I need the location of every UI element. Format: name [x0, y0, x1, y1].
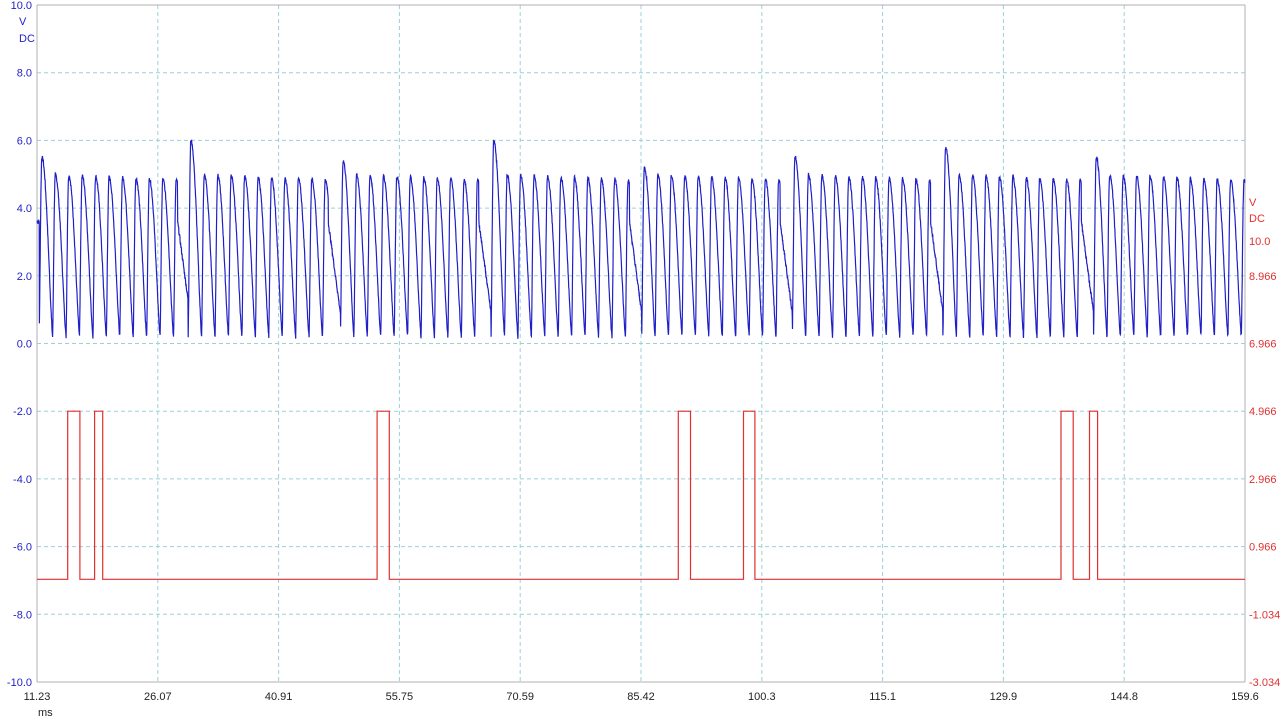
- right-tick-label: -1.034: [1249, 609, 1280, 621]
- left-tick-label: 4.0: [17, 203, 32, 215]
- left-tick-label: 0.0: [17, 339, 32, 351]
- left-unit-label: V: [19, 16, 27, 28]
- x-tick-label: 100.3: [748, 691, 776, 703]
- x-tick-label: 159.6: [1231, 691, 1259, 703]
- right-tick-label: 2.966: [1249, 474, 1277, 486]
- right-tick-label: 4.966: [1249, 406, 1277, 418]
- right-tick-label: 8.966: [1249, 271, 1277, 283]
- left-axis-labels: 10.0 8.0 6.0 4.0 2.0 0.0 -2.0 -4.0 -6.0 -8.0 -10.0…: [7, 0, 35, 689]
- x-tick-label: 129.9: [990, 691, 1018, 703]
- x-unit-label: ms: [38, 707, 53, 719]
- left-tick-label: 6.0: [17, 135, 32, 147]
- left-tick-label: -8.0: [13, 609, 32, 621]
- left-tick-label: -10.0: [7, 677, 32, 689]
- left-tick-label: 8.0: [17, 68, 32, 80]
- left-tick-label: 2.0: [17, 271, 32, 283]
- right-coupling-label: DC: [1249, 213, 1265, 225]
- right-tick-label: -3.034: [1249, 677, 1280, 689]
- x-tick-label: 85.42: [627, 691, 655, 703]
- x-tick-label: 26.07: [144, 691, 172, 703]
- left-tick-label: -6.0: [13, 542, 32, 554]
- left-tick-label: 10.0: [11, 0, 32, 12]
- right-tick-label: 10.0: [1249, 236, 1270, 248]
- right-unit-label: V: [1249, 197, 1257, 209]
- right-axis-labels: 10.0 8.966 6.966 4.966 2.966 0.966 -1.034 -3.03…: [1249, 197, 1280, 689]
- channel-a-trace: [36, 139, 1246, 339]
- x-axis-labels: 11.23 26.07 40.91 55.75 70.59 85.42 100.3 115.1…: [24, 691, 1259, 719]
- right-tick-label: 0.966: [1249, 542, 1277, 554]
- x-tick-label: 115.1: [869, 691, 896, 703]
- x-tick-label: 40.91: [265, 691, 293, 703]
- right-tick-label: 6.966: [1249, 339, 1277, 351]
- grid-lines: [36, 4, 1246, 683]
- left-tick-label: -2.0: [13, 406, 32, 418]
- left-coupling-label: DC: [19, 33, 35, 45]
- x-tick-label: 11.23: [24, 691, 51, 703]
- x-tick-label: 144.8: [1110, 691, 1138, 703]
- x-tick-label: 70.59: [506, 691, 534, 703]
- left-tick-label: -4.0: [13, 474, 32, 486]
- channel-b-trace: [37, 410, 1245, 580]
- x-tick-label: 55.75: [386, 691, 414, 703]
